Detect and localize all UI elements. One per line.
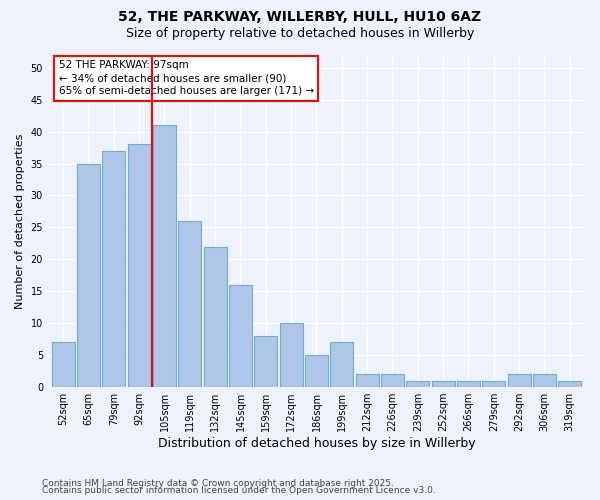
Bar	[204, 246, 227, 387]
Bar	[77, 164, 100, 387]
Bar	[559, 380, 581, 387]
Bar	[103, 151, 125, 387]
Bar	[229, 285, 252, 387]
Bar	[178, 221, 201, 387]
Bar	[457, 380, 480, 387]
Y-axis label: Number of detached properties: Number of detached properties	[15, 134, 25, 308]
Bar	[128, 144, 151, 387]
Bar	[52, 342, 74, 387]
Bar	[254, 336, 277, 387]
Bar	[432, 380, 455, 387]
Bar	[153, 125, 176, 387]
Bar	[356, 374, 379, 387]
Text: 52 THE PARKWAY: 97sqm
← 34% of detached houses are smaller (90)
65% of semi-deta: 52 THE PARKWAY: 97sqm ← 34% of detached …	[59, 60, 314, 96]
Text: Size of property relative to detached houses in Willerby: Size of property relative to detached ho…	[126, 28, 474, 40]
Bar	[280, 323, 302, 387]
X-axis label: Distribution of detached houses by size in Willerby: Distribution of detached houses by size …	[158, 437, 475, 450]
Bar	[533, 374, 556, 387]
Text: Contains public sector information licensed under the Open Government Licence v3: Contains public sector information licen…	[42, 486, 436, 495]
Bar	[406, 380, 429, 387]
Bar	[482, 380, 505, 387]
Text: Contains HM Land Registry data © Crown copyright and database right 2025.: Contains HM Land Registry data © Crown c…	[42, 478, 394, 488]
Text: 52, THE PARKWAY, WILLERBY, HULL, HU10 6AZ: 52, THE PARKWAY, WILLERBY, HULL, HU10 6A…	[118, 10, 482, 24]
Bar	[508, 374, 530, 387]
Bar	[381, 374, 404, 387]
Bar	[305, 355, 328, 387]
Bar	[331, 342, 353, 387]
